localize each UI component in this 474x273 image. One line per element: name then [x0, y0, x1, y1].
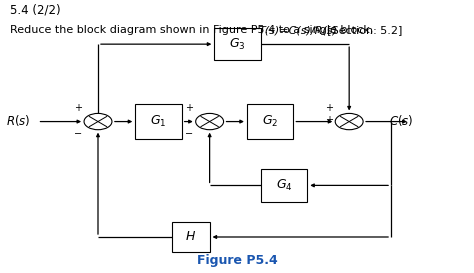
Text: −: − — [185, 129, 193, 139]
FancyBboxPatch shape — [247, 104, 293, 139]
Text: Figure P5.4: Figure P5.4 — [197, 254, 278, 267]
Text: $C(s)$: $C(s)$ — [389, 113, 413, 128]
FancyBboxPatch shape — [173, 222, 210, 252]
Circle shape — [335, 113, 363, 130]
Text: Reduce the block diagram shown in Figure P5.4 to a single block,: Reduce the block diagram shown in Figure… — [9, 25, 376, 35]
FancyBboxPatch shape — [214, 28, 261, 60]
Text: . [Section: 5.2]: . [Section: 5.2] — [320, 25, 403, 35]
FancyBboxPatch shape — [261, 169, 307, 202]
Text: +: + — [325, 115, 333, 125]
Text: $R(s)$: $R(s)$ — [6, 113, 30, 128]
Text: −: − — [73, 129, 82, 139]
Text: $G_1$: $G_1$ — [150, 114, 167, 129]
Circle shape — [84, 113, 112, 130]
Circle shape — [196, 113, 224, 130]
Text: 5.4 (2/2): 5.4 (2/2) — [9, 3, 60, 16]
Text: +: + — [325, 103, 333, 113]
Text: $G_4$: $G_4$ — [276, 178, 292, 193]
Text: +: + — [74, 103, 82, 113]
FancyBboxPatch shape — [135, 104, 182, 139]
Text: $G_2$: $G_2$ — [262, 114, 278, 129]
Text: +: + — [185, 103, 193, 113]
Text: T(s)=C(s)/R(s): T(s)=C(s)/R(s) — [258, 25, 337, 35]
Text: $G_3$: $G_3$ — [229, 37, 246, 52]
Text: $H$: $H$ — [185, 230, 197, 244]
